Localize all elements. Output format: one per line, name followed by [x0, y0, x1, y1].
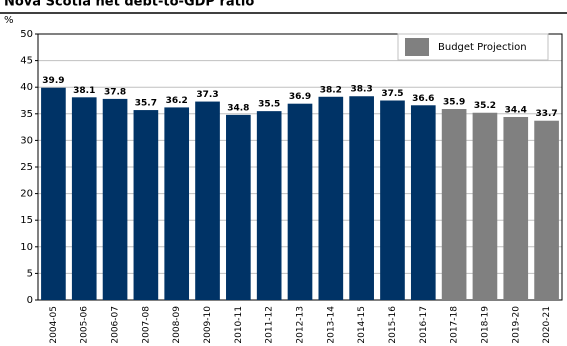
- bar: [318, 96, 344, 300]
- data-label: 37.5: [381, 89, 403, 99]
- bar: [380, 100, 405, 300]
- y-axis-label: %: [4, 15, 14, 26]
- x-tick-label: 2009-10: [203, 306, 213, 344]
- x-tick-label: 2019-20: [511, 306, 521, 344]
- y-tick-label: 35: [20, 109, 33, 120]
- x-tick-label: 2017-18: [450, 306, 460, 344]
- x-tick-label: 2015-16: [388, 306, 398, 344]
- data-label: 36.9: [289, 92, 311, 102]
- data-label: 35.5: [258, 100, 280, 110]
- data-label: 38.1: [73, 86, 95, 96]
- y-tick-label: 5: [27, 268, 33, 279]
- x-tick-label: 2016-17: [419, 306, 429, 344]
- bar: [441, 109, 467, 301]
- legend-label: Budget Projection: [438, 42, 527, 53]
- data-label: 34.8: [227, 103, 249, 113]
- x-tick-label: 2011-12: [265, 306, 275, 344]
- data-label: 38.2: [320, 85, 342, 95]
- bar: [256, 111, 282, 300]
- x-tick-label: 2013-14: [326, 306, 336, 344]
- x-tick-label: 2012-13: [296, 306, 306, 344]
- y-tick-label: 20: [20, 189, 33, 200]
- y-tick-label: 15: [20, 215, 33, 226]
- y-tick-label: 50: [20, 29, 33, 40]
- bar: [472, 112, 498, 301]
- y-tick-label: 30: [20, 135, 33, 146]
- x-tick-label: 2004-05: [49, 306, 59, 344]
- bar: [133, 110, 159, 301]
- x-tick-label: 2007-08: [141, 306, 151, 344]
- data-label: 35.9: [443, 98, 465, 108]
- y-tick-label: 10: [20, 242, 33, 253]
- x-tick-label: 2008-09: [172, 306, 182, 344]
- x-tick-label: 2006-07: [111, 306, 121, 344]
- bar: [164, 107, 190, 300]
- data-label: 36.6: [412, 94, 434, 104]
- chart-title: Nova Scotia net debt-to-GDP ratio: [4, 0, 254, 10]
- y-tick-label: 45: [20, 56, 33, 67]
- x-tick-label: 2005-06: [80, 306, 90, 344]
- y-tick-label: 25: [20, 162, 33, 173]
- bar: [503, 116, 529, 300]
- data-label: 37.3: [196, 90, 218, 100]
- y-tick-label: 0: [27, 295, 33, 306]
- data-label: 38.3: [351, 85, 373, 95]
- y-tick-label: 40: [20, 82, 33, 93]
- x-tick-label: 2020-21: [542, 306, 552, 344]
- data-label: 33.7: [535, 109, 557, 119]
- bar: [534, 120, 559, 300]
- bar: [349, 96, 374, 300]
- data-label: 35.7: [135, 99, 157, 109]
- data-label: 35.2: [474, 101, 496, 111]
- legend-swatch: [405, 38, 429, 56]
- x-tick-label: 2010-11: [234, 306, 244, 344]
- data-label: 37.8: [104, 87, 126, 97]
- bar: [102, 98, 128, 301]
- bar: [195, 101, 220, 301]
- data-label: 34.4: [505, 105, 527, 115]
- x-tick-label: 2014-15: [357, 306, 367, 344]
- bar: [287, 103, 313, 300]
- data-label: 36.2: [166, 96, 188, 106]
- x-tick-label: 2018-19: [480, 306, 490, 344]
- data-label: 39.9: [42, 76, 64, 86]
- bar: [226, 114, 251, 300]
- bar: [71, 97, 97, 300]
- bar: [41, 87, 66, 301]
- bar: [410, 105, 436, 301]
